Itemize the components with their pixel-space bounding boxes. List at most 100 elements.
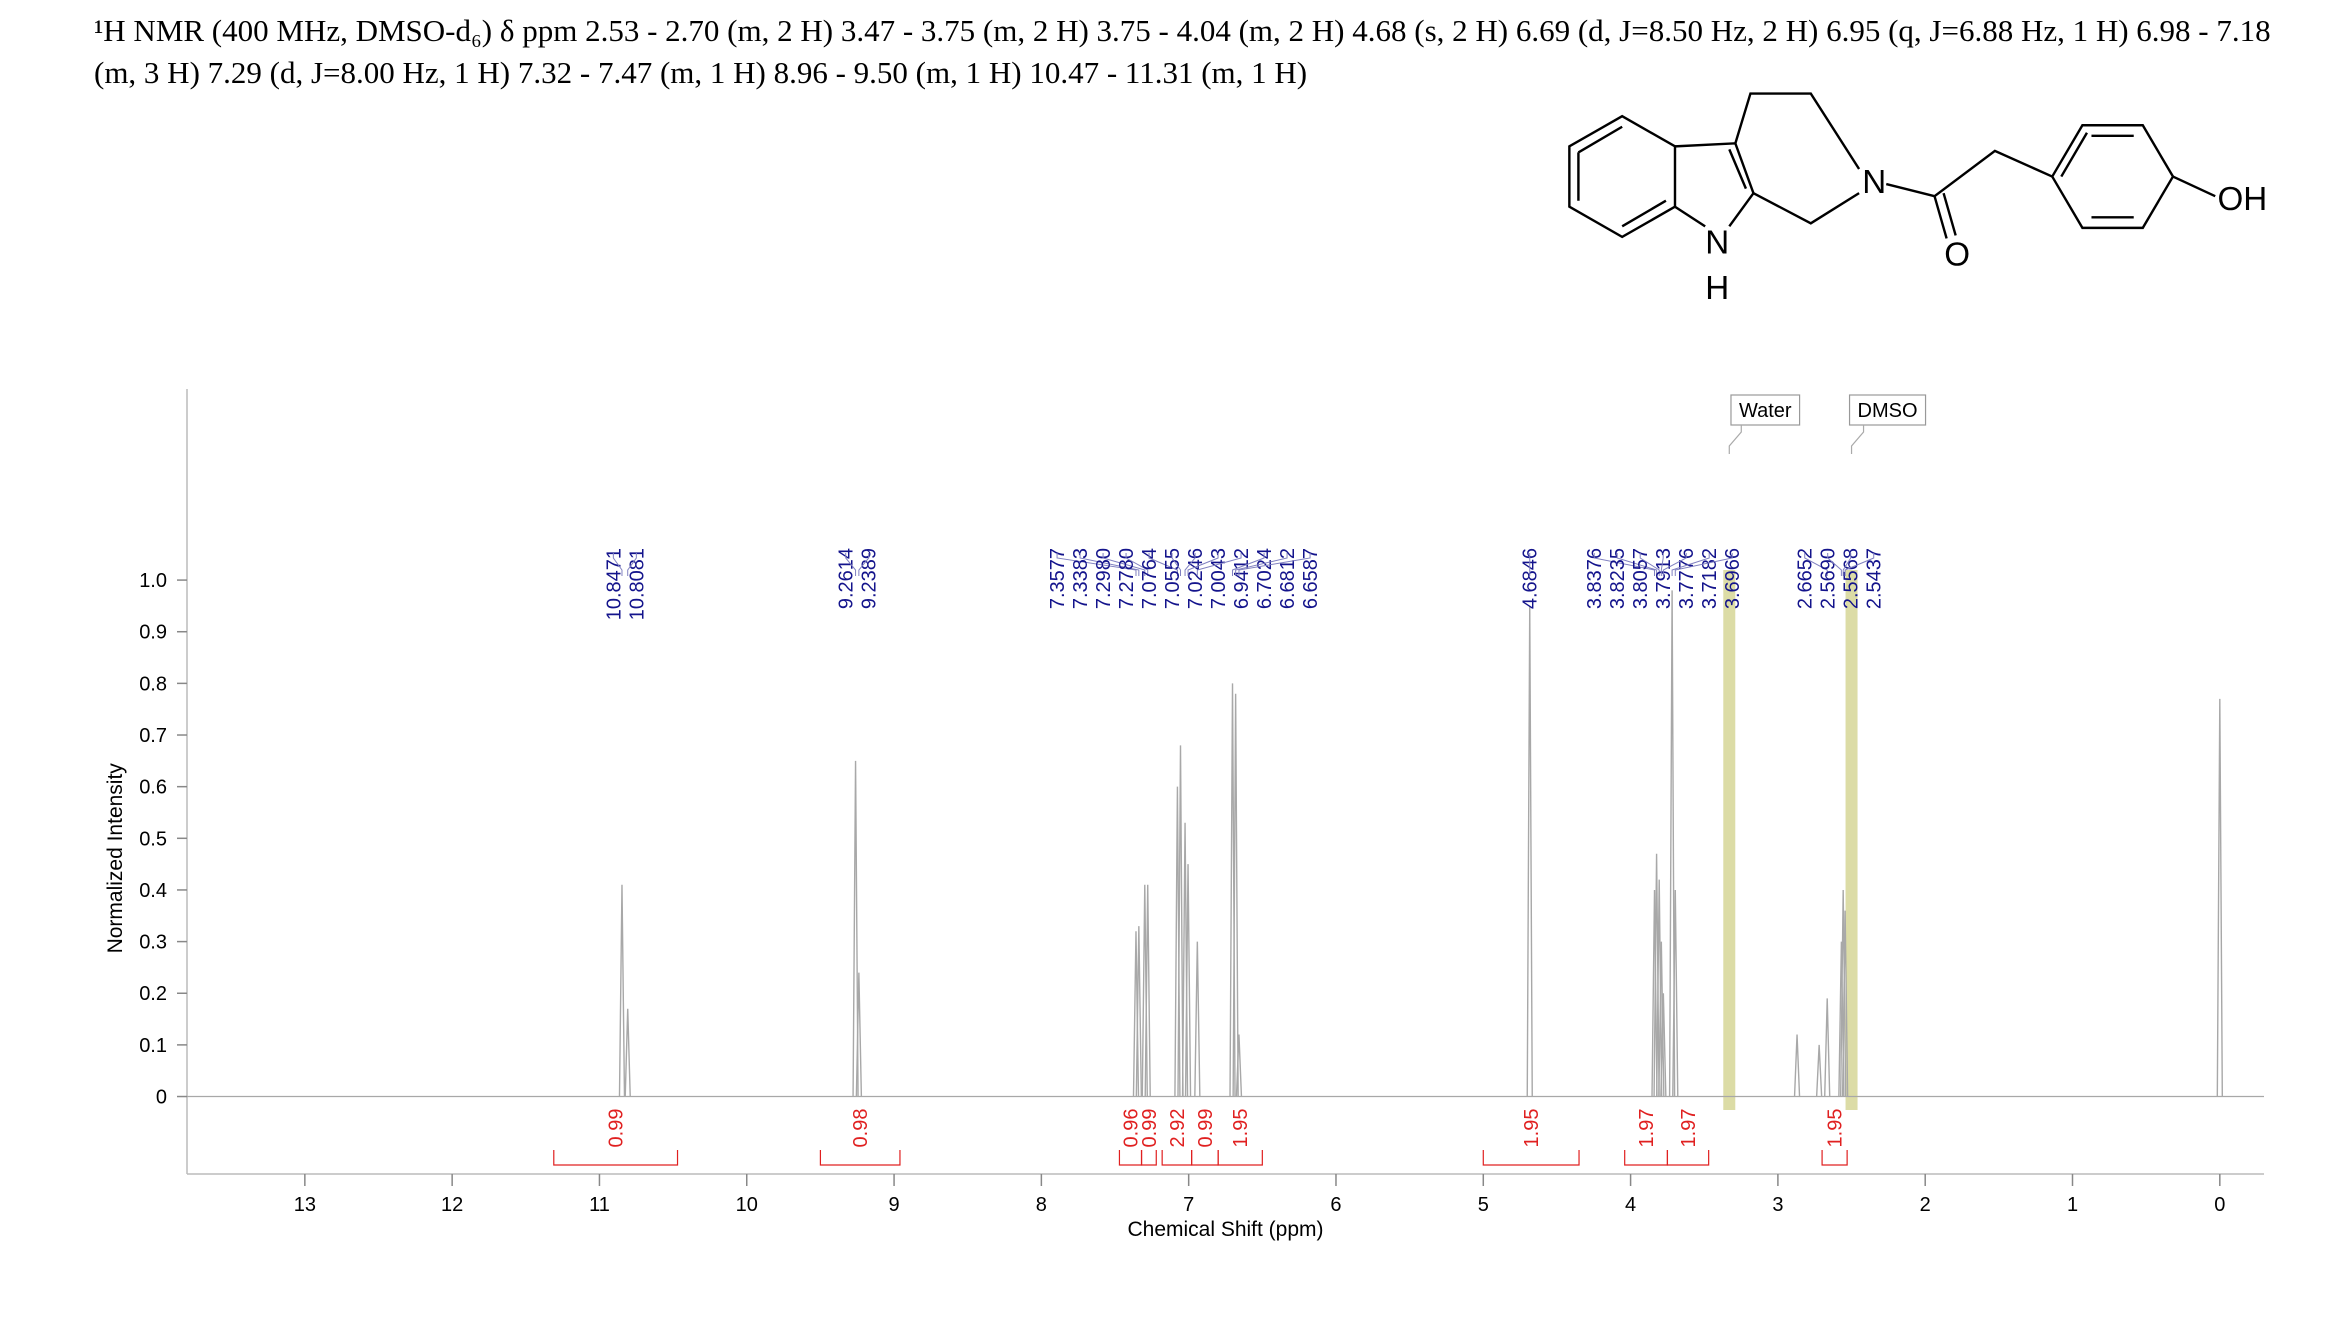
y-tick-label: 0.2 [139, 983, 167, 1005]
peak [1841, 910, 1849, 1097]
atom-label: N [1705, 225, 1729, 262]
integral-bracket [1118, 1150, 1143, 1166]
atom-label: OH [2217, 181, 2267, 218]
peak-label: 7.0764 [1139, 548, 1161, 609]
peak-label: 6.9412 [1231, 548, 1253, 609]
atom-label: O [1944, 237, 1970, 274]
peak-label: 7.0246 [1185, 548, 1207, 609]
peak-label: 3.8376 [1584, 548, 1606, 609]
peak [1526, 605, 1533, 1097]
peak-connector [1671, 553, 1710, 576]
peak [1815, 1044, 1823, 1097]
integral-label: 0.99 [1195, 1109, 1217, 1148]
peak [1194, 941, 1201, 1097]
peak-label: 3.7182 [1699, 548, 1721, 609]
peak [1839, 889, 1847, 1097]
peak-connector [1125, 553, 1149, 576]
peak-connector [1079, 553, 1140, 576]
peak-connector [1171, 553, 1181, 576]
piperidine-ring [1734, 92, 1861, 225]
structure: N H N O OH [1568, 92, 2267, 307]
peak-label: 7.2980 [1093, 548, 1115, 609]
peak [1668, 590, 1676, 1097]
pyrrole-ring [1674, 142, 1755, 228]
peak [1235, 1034, 1243, 1097]
solvent-connector [1850, 425, 1865, 454]
peak [2216, 698, 2224, 1097]
peak-connector [1827, 553, 1842, 576]
peak-label: 2.5690 [1818, 548, 1840, 609]
x-tick-label: 3 [1772, 1194, 1783, 1216]
peak-label: 9.2614 [836, 548, 858, 609]
peak-connector [1844, 553, 1875, 576]
peak-connector [1102, 553, 1146, 576]
x-tick-label: 12 [441, 1194, 463, 1216]
x-tick-label: 2 [1920, 1194, 1931, 1216]
peak [852, 760, 859, 1097]
integral-label: 0.99 [606, 1109, 628, 1148]
integral-label: 0.99 [1139, 1109, 1161, 1148]
peak-connector [627, 553, 637, 576]
peak [1824, 998, 1831, 1097]
integral-bracket [1482, 1150, 1580, 1166]
x-tick-label: 8 [1036, 1194, 1047, 1216]
y-tick-label: 1.0 [139, 570, 167, 592]
peak-label: 7.0555 [1162, 548, 1184, 609]
peak-label: 10.8081 [626, 548, 648, 620]
integral-bracket [553, 1150, 679, 1166]
peak-label: 3.7913 [1653, 548, 1675, 609]
peak-connector [1148, 553, 1178, 576]
solvent-connector [1728, 425, 1742, 454]
solvent-label: Water [1739, 400, 1792, 422]
peak-connector [1674, 553, 1733, 576]
peak-connector [1196, 553, 1242, 576]
integral-bracket [1191, 1150, 1219, 1166]
y-tick-label: 0.3 [139, 932, 167, 954]
solvent-band [1723, 570, 1736, 1110]
x-tick-label: 6 [1330, 1194, 1341, 1216]
oh-bond [2172, 175, 2216, 198]
peak [1135, 926, 1143, 1097]
header-text: ¹H NMR (400 MHz, DMSO-d₆) δ ppm 2.53 - 2… [94, 13, 2271, 90]
peak-connector [1593, 553, 1656, 576]
integral-bracket [819, 1150, 901, 1166]
peak-label: 9.2389 [859, 548, 881, 609]
peak-label: 7.3383 [1070, 548, 1092, 609]
solvent-box [1730, 394, 1801, 426]
peak-connector [858, 553, 870, 576]
peak-connector [1235, 553, 1288, 576]
peak-label: 2.5437 [1864, 548, 1886, 609]
acyl-chain [1885, 149, 2053, 239]
peak [1658, 941, 1665, 1097]
x-tick-label: 1 [2067, 1194, 2078, 1216]
peak [1177, 745, 1184, 1097]
y-tick-label: 0.7 [139, 725, 167, 747]
peak [1660, 993, 1667, 1097]
peak-label: 3.6966 [1722, 548, 1744, 609]
peak [1793, 1034, 1801, 1097]
y-tick-label: 0.8 [139, 673, 167, 695]
peak-connector [1056, 553, 1137, 576]
peak-label: 6.7024 [1254, 548, 1276, 609]
peak-connector [1804, 553, 1828, 576]
peak [618, 884, 626, 1097]
y-tick-label: 0.5 [139, 828, 167, 850]
integral-bracket [1666, 1150, 1710, 1166]
peak-connector [1238, 553, 1311, 576]
x-tick-label: 0 [2214, 1194, 2225, 1216]
peak [1144, 884, 1151, 1097]
integral-label: 2.92 [1167, 1109, 1189, 1148]
peak-label: 3.8235 [1607, 548, 1629, 609]
peak-label: 6.6812 [1277, 548, 1299, 609]
integral-bracket [1140, 1150, 1157, 1166]
peak-connector [845, 553, 857, 576]
integral-bracket [1624, 1150, 1669, 1166]
integral-label: 1.95 [1521, 1109, 1543, 1148]
peak-label: 3.7776 [1676, 548, 1698, 609]
peak-label: 7.0043 [1208, 548, 1230, 609]
integral-bracket [1217, 1150, 1263, 1166]
phenol-ring [2050, 124, 2175, 230]
atom-label: H [1705, 270, 1729, 307]
y-tick-label: 0.6 [139, 777, 167, 799]
